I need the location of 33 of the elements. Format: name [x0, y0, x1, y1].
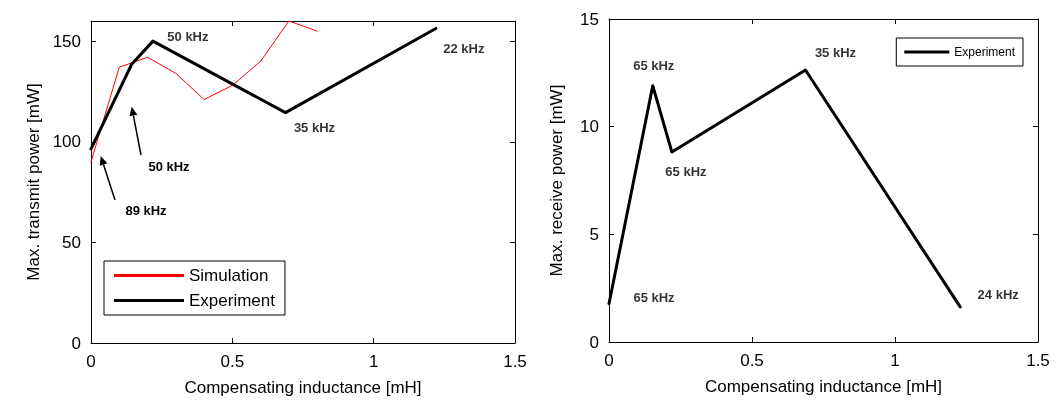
annotation: 89 kHz	[125, 202, 168, 218]
y-tick-label: 0	[71, 333, 81, 353]
legend-label: Experiment	[954, 45, 1016, 59]
x-tick-label: 1.5	[1026, 351, 1050, 370]
annotation: 65 kHz	[633, 290, 676, 306]
x-tick-label: 0.5	[220, 352, 245, 371]
y-tick-label: 100	[52, 132, 81, 152]
annotation: 50 kHz	[167, 28, 209, 44]
x-tick-label: 1.5	[503, 352, 527, 371]
y-tick-label: 50	[62, 232, 81, 252]
x-tick-label: 1	[368, 352, 379, 371]
y-axis-title: Max. receive power [mW]	[547, 84, 566, 277]
annotation: 35 kHz	[293, 120, 336, 136]
annotation: 35 kHz	[814, 44, 857, 60]
y-tick-label: 150	[52, 31, 81, 51]
x-tick-label: 0	[604, 351, 614, 370]
y-tick-label: 0	[589, 332, 599, 352]
annotation: 22 kHz	[443, 40, 485, 56]
annotation: 24 kHz	[977, 287, 1020, 303]
y-tick-label: 10	[580, 117, 599, 137]
x-tick-label: 0	[86, 352, 96, 371]
x-axis-title: Compensating inductance [mH]	[704, 377, 943, 396]
x-tick-label: 0.5	[740, 351, 764, 370]
y-axis-title: Max. transmit power [mW]	[23, 83, 43, 281]
y-tick-label: 5	[589, 224, 599, 244]
annotation: 50 kHz	[148, 158, 191, 174]
legend-label: Experiment	[189, 291, 276, 310]
legend-label: Simulation	[189, 266, 269, 285]
x-tick-label: 1	[890, 351, 900, 370]
annotation: 65 kHz	[665, 163, 708, 179]
y-tick-label: 15	[580, 9, 599, 29]
x-axis-title: Compensating inductance [mH]	[184, 378, 422, 397]
annotation: 65 kHz	[633, 58, 675, 74]
